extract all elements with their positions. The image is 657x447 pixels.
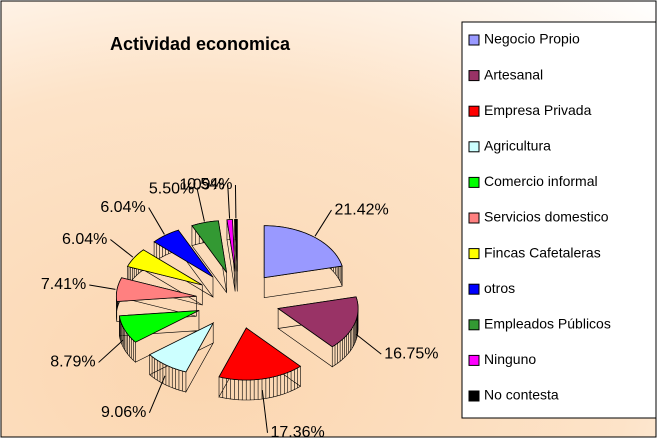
data-label: 6.04% xyxy=(62,231,107,248)
data-label: 5.50% xyxy=(149,181,194,198)
legend-label: Agricultura xyxy=(484,138,551,154)
legend-swatch xyxy=(468,70,480,82)
slice xyxy=(126,249,203,286)
data-label: 0.54% xyxy=(187,176,232,193)
data-label: 21.42% xyxy=(334,201,388,218)
leader-line xyxy=(148,207,165,235)
leader-line xyxy=(148,375,166,413)
slice xyxy=(277,296,359,348)
legend-swatch xyxy=(468,248,480,260)
leader-line xyxy=(227,185,231,219)
slice xyxy=(115,277,197,302)
legend-swatch xyxy=(468,212,480,224)
legend-swatch xyxy=(468,283,480,295)
leader-line xyxy=(196,189,205,222)
legend-label: Servicios domestico xyxy=(484,209,609,225)
leader-line xyxy=(89,284,116,290)
chart-title: Actividad economica xyxy=(110,34,291,54)
legend-label: Negocio Propio xyxy=(484,31,580,47)
legend-label: otros xyxy=(484,280,515,296)
legend-label: No contesta xyxy=(484,387,559,403)
slice xyxy=(153,229,214,278)
slice xyxy=(226,219,236,272)
leader-line xyxy=(355,333,382,355)
data-label: 6.04% xyxy=(100,199,145,216)
data-label: 16.75% xyxy=(384,345,438,362)
slice xyxy=(234,219,238,272)
legend-label: Empleados Públicos xyxy=(484,316,611,332)
slice xyxy=(191,220,227,273)
legend-swatch xyxy=(468,176,480,188)
legend-label: Comercio informal xyxy=(484,173,598,189)
slice xyxy=(218,327,302,381)
legend-swatch xyxy=(468,141,480,153)
data-label: 8.79% xyxy=(50,354,95,371)
data-label: 7.41% xyxy=(41,276,86,293)
legend-label: Fincas Cafetaleras xyxy=(484,244,601,260)
data-label: 17.36% xyxy=(270,424,324,441)
data-label: 1.09% xyxy=(179,176,224,193)
legend-swatch xyxy=(468,34,480,46)
legend-swatch xyxy=(468,105,480,117)
leader-line xyxy=(314,209,332,237)
leader-line xyxy=(110,239,134,258)
slice xyxy=(118,310,200,343)
legend-swatch xyxy=(468,354,480,366)
legend xyxy=(461,21,657,419)
legend-swatch xyxy=(468,319,480,331)
legend-label: Artesanal xyxy=(484,66,543,82)
data-label: 9.06% xyxy=(101,404,146,421)
leader-line xyxy=(261,389,268,433)
legend-label: Ninguno xyxy=(484,351,536,367)
legend-swatch xyxy=(468,390,480,402)
slice xyxy=(148,322,215,373)
legend-label: Empresa Privada xyxy=(484,102,592,118)
leader-line xyxy=(98,339,124,363)
slice xyxy=(263,225,343,279)
